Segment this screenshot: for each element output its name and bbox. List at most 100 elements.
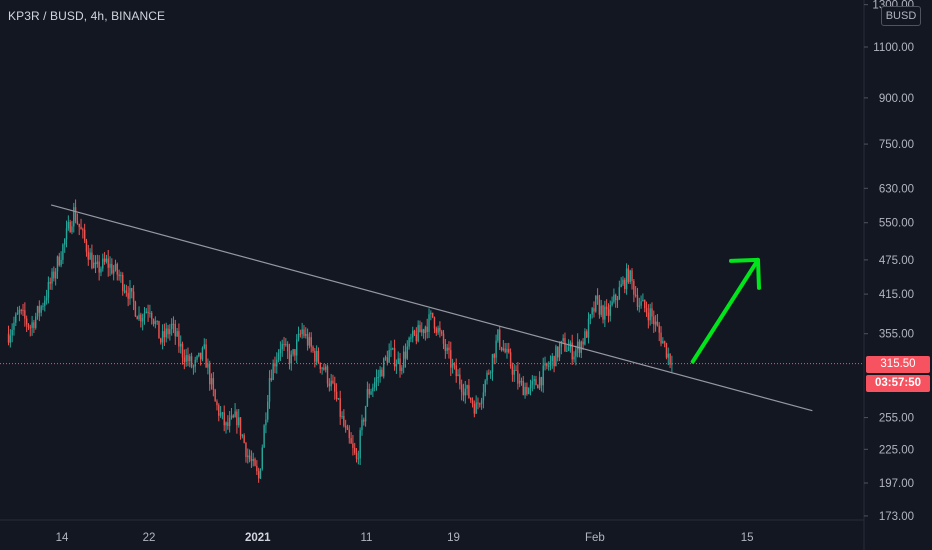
candle-body bbox=[517, 370, 519, 384]
candle-body bbox=[622, 279, 624, 285]
candle-body bbox=[644, 299, 646, 308]
candle-body bbox=[656, 321, 659, 326]
candle-body bbox=[589, 314, 592, 319]
candle-body bbox=[33, 322, 35, 328]
candle-body bbox=[210, 378, 213, 385]
candle-body bbox=[355, 453, 358, 459]
candle-body bbox=[312, 346, 314, 351]
symbol-title: KP3R / BUSD, 4h, BINANCE bbox=[8, 9, 166, 23]
candle-body bbox=[526, 386, 528, 395]
candle-body bbox=[573, 356, 575, 360]
candle-body bbox=[181, 343, 184, 358]
candle-body bbox=[185, 355, 187, 362]
candle-body bbox=[225, 422, 227, 426]
price-axis-label: 173.00 bbox=[879, 511, 914, 523]
candle-body bbox=[642, 299, 644, 302]
arrow-up-right-icon[interactable] bbox=[690, 257, 761, 364]
candle-body bbox=[437, 327, 439, 333]
candle-body bbox=[618, 287, 621, 300]
candle-body bbox=[473, 404, 476, 414]
candle-body bbox=[631, 270, 633, 282]
candle-body bbox=[116, 263, 118, 275]
candle-body bbox=[290, 354, 292, 364]
candle-body bbox=[665, 343, 668, 358]
candle-body bbox=[198, 352, 200, 357]
candle-body bbox=[257, 471, 260, 479]
candle-body bbox=[393, 348, 396, 367]
candle-body bbox=[294, 349, 296, 356]
candle-body bbox=[98, 261, 100, 273]
currency-unit-badge[interactable]: BUSD bbox=[881, 6, 921, 26]
time-axis-label: 11 bbox=[361, 532, 373, 544]
time-axis-label: 14 bbox=[56, 532, 69, 544]
candle-body bbox=[392, 348, 394, 350]
candle-body bbox=[430, 312, 432, 315]
candle-body bbox=[82, 229, 84, 231]
candle-body bbox=[624, 279, 626, 290]
candle-body bbox=[587, 318, 590, 338]
candle-body bbox=[272, 363, 274, 380]
candle-body bbox=[450, 350, 452, 368]
candle-body bbox=[297, 333, 300, 340]
candle-body bbox=[571, 342, 573, 360]
candle-body bbox=[506, 348, 508, 353]
candle-body bbox=[366, 388, 369, 407]
candle-body bbox=[422, 329, 425, 334]
trendline[interactable] bbox=[50, 204, 813, 412]
candle-body bbox=[439, 327, 441, 332]
candle-body bbox=[663, 341, 666, 344]
candle-body bbox=[645, 307, 648, 313]
candle-body bbox=[228, 417, 231, 427]
candle-body bbox=[73, 207, 75, 227]
candle-body bbox=[471, 400, 474, 405]
candle-body bbox=[319, 362, 321, 369]
candle-body bbox=[470, 397, 472, 401]
candle-body bbox=[350, 438, 352, 444]
candle-body bbox=[390, 348, 392, 351]
candle-body bbox=[296, 339, 298, 356]
time-axis[interactable]: 14 22 2021 11 19 Feb 15 bbox=[56, 532, 754, 544]
candle-body bbox=[247, 455, 249, 457]
candle-body bbox=[359, 430, 361, 459]
time-axis-label: 22 bbox=[143, 532, 156, 544]
candle-body bbox=[190, 356, 193, 367]
candle-body bbox=[174, 324, 176, 337]
candle-body bbox=[459, 374, 461, 385]
candle-body bbox=[638, 305, 640, 307]
candle-body bbox=[489, 372, 492, 374]
candle-body bbox=[64, 239, 66, 245]
candle-body bbox=[335, 391, 338, 399]
candle-body bbox=[377, 377, 379, 379]
candle-body bbox=[404, 351, 407, 359]
candle-body bbox=[281, 344, 283, 350]
candle-body bbox=[134, 301, 137, 317]
candle-body bbox=[274, 363, 276, 367]
candle-body bbox=[504, 348, 506, 353]
candle-body bbox=[457, 374, 459, 377]
candle-body bbox=[531, 380, 534, 385]
candle-body bbox=[370, 391, 372, 395]
candle-body bbox=[180, 343, 182, 347]
candle-body bbox=[615, 294, 617, 301]
price-axis-label: 255.00 bbox=[879, 413, 914, 425]
candle-body bbox=[35, 316, 37, 328]
candle-body bbox=[537, 385, 539, 389]
candle-body bbox=[616, 299, 619, 301]
candle-body bbox=[386, 357, 389, 363]
price-axis-label: 197.00 bbox=[879, 478, 914, 490]
price-axis-label: 750.00 bbox=[879, 139, 914, 151]
candle-body bbox=[45, 297, 48, 301]
candle-body bbox=[54, 271, 57, 279]
candle-body bbox=[419, 325, 421, 333]
candle-body bbox=[301, 329, 303, 335]
candle-body bbox=[78, 223, 80, 227]
candle-body bbox=[669, 353, 671, 365]
candle-body bbox=[227, 422, 229, 427]
candle-body bbox=[653, 316, 655, 325]
candle-body bbox=[187, 355, 189, 362]
candle-body bbox=[212, 378, 215, 390]
candle-body bbox=[317, 350, 320, 363]
price-axis[interactable]: 1300.00 1100.00 900.00 750.00 630.00 550.00 47… bbox=[864, 0, 914, 523]
candle-body bbox=[634, 294, 637, 296]
